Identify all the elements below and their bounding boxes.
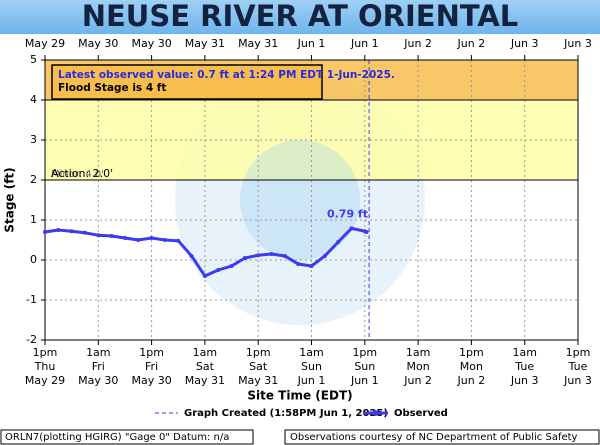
observed-point [282,254,287,258]
x-tick-label: Jun 3 [510,374,539,387]
flood-stage-text: Flood Stage is 4 ft [58,82,166,94]
observed-point [136,238,141,242]
observed-point [296,262,301,266]
observed-point [242,256,247,260]
x-tick-label: Fri [92,360,105,373]
top-date-label: May 30 [131,37,171,50]
legend-observed-text: Observed [394,408,448,419]
plot-frame [44,59,579,341]
observed-point [256,253,261,258]
observed-point [96,233,101,238]
observed-point [322,254,327,258]
top-date-label: May 31 [238,37,278,50]
y-tick-label: 0 [30,253,37,266]
observed-point [336,240,341,244]
x-tick-label: Jun 2 [403,374,432,387]
observed-point [216,268,221,272]
y-tick-label: 4 [30,93,37,106]
y-axis-label: Stage (ft) [3,167,17,232]
footer-left: ORLN7(plotting HGIRG) "Gage 0" Datum: n/… [5,432,229,443]
observed-point [109,234,114,238]
chart-title: NEUSE RIVER AT ORIENTAL [82,0,519,33]
observed-point [202,274,207,278]
x-tick-label: 1pm [246,346,271,359]
x-tick-label: Sat [249,360,268,373]
footer-left-box [0,429,254,445]
x-tick-label: Jun 1 [297,374,326,387]
x-tick-label: May 31 [238,374,278,387]
top-date-label: Jun 1 [350,37,379,50]
x-tick-label: Jun 3 [563,374,592,387]
legend-observed-marker [372,410,378,416]
observed-point [269,252,274,256]
x-tick-label: 1am [406,346,430,359]
top-date-label: Jun 3 [563,37,592,50]
observed-point [43,230,47,234]
top-date-label: Jun 2 [403,37,432,50]
legend-created-text: Graph Created (1:58PM Jun 1, 2025) [184,408,388,419]
observed-point [162,238,167,242]
top-date-label: Jun 2 [457,37,486,50]
observed-point [56,228,61,232]
observed-point [364,230,369,234]
x-tick-label: Jun 1 [350,374,379,387]
x-tick-label: 1pm [352,346,377,359]
top-date-label: May 31 [185,37,225,50]
annotation-text: Latest observed value: 0.7 ft at 1:24 PM… [58,69,395,81]
band-label: Minor: 4.0' [51,169,104,180]
x-tick-label: Tue [514,360,534,373]
y-tick-label: 3 [30,133,37,146]
x-tick-label: Tue [568,360,588,373]
y-tick-label: -2 [26,333,37,346]
observed-point [149,236,154,240]
y-tick-label: -1 [26,293,37,306]
x-tick-label: Sat [196,360,215,373]
annotation-bold: Flood Stage is 4 ft [58,82,166,94]
observed-point [122,236,127,240]
observed-point [82,230,87,235]
top-date-label: May 29 [25,37,65,50]
x-tick-label: May 30 [78,374,118,387]
top-date-label: Jun 3 [510,37,539,50]
x-tick-label: 1pm [33,346,58,359]
x-tick-label: 1am [86,346,110,359]
footer-right-box [284,429,600,445]
x-tick-label: Fri [145,360,158,373]
x-tick-label: Sun [301,360,322,373]
y-tick-label: 1 [30,213,37,226]
x-tick-label: May 30 [131,374,171,387]
observed-point [189,254,194,258]
y-tick-label: 5 [30,53,37,66]
x-tick-label: Mon [460,360,483,373]
x-axis-label: Site Time (EDT) [247,389,352,403]
threshold-label: Action: 2.0' [51,167,113,180]
observed-point [349,226,354,231]
x-tick-label: Thu [34,360,56,373]
x-tick-label: 1am [512,346,536,359]
annotation-box [51,64,323,100]
x-tick-label: May 31 [185,374,225,387]
x-tick-label: Sun [354,360,375,373]
title-bar [0,0,600,34]
x-tick-label: Mon [406,360,429,373]
x-tick-label: 1pm [566,346,591,359]
observed-line [44,226,368,278]
footer-right: Observations courtesy of NC Department o… [290,432,578,443]
x-tick-label: May 29 [25,374,65,387]
x-tick-label: 1am [299,346,323,359]
observed-point [229,264,234,268]
top-date-label: Jun 1 [297,37,326,50]
value-label: 0.79 ft [327,207,368,220]
observed-point [176,238,181,243]
observed-point [69,229,74,234]
y-tick-label: 2 [30,173,37,186]
watermark [240,140,360,260]
x-tick-label: 1am [193,346,217,359]
x-tick-label: 1pm [459,346,484,359]
top-date-label: May 30 [78,37,118,50]
x-tick-label: 1pm [139,346,164,359]
observed-point [309,264,314,268]
x-tick-label: Jun 2 [457,374,486,387]
